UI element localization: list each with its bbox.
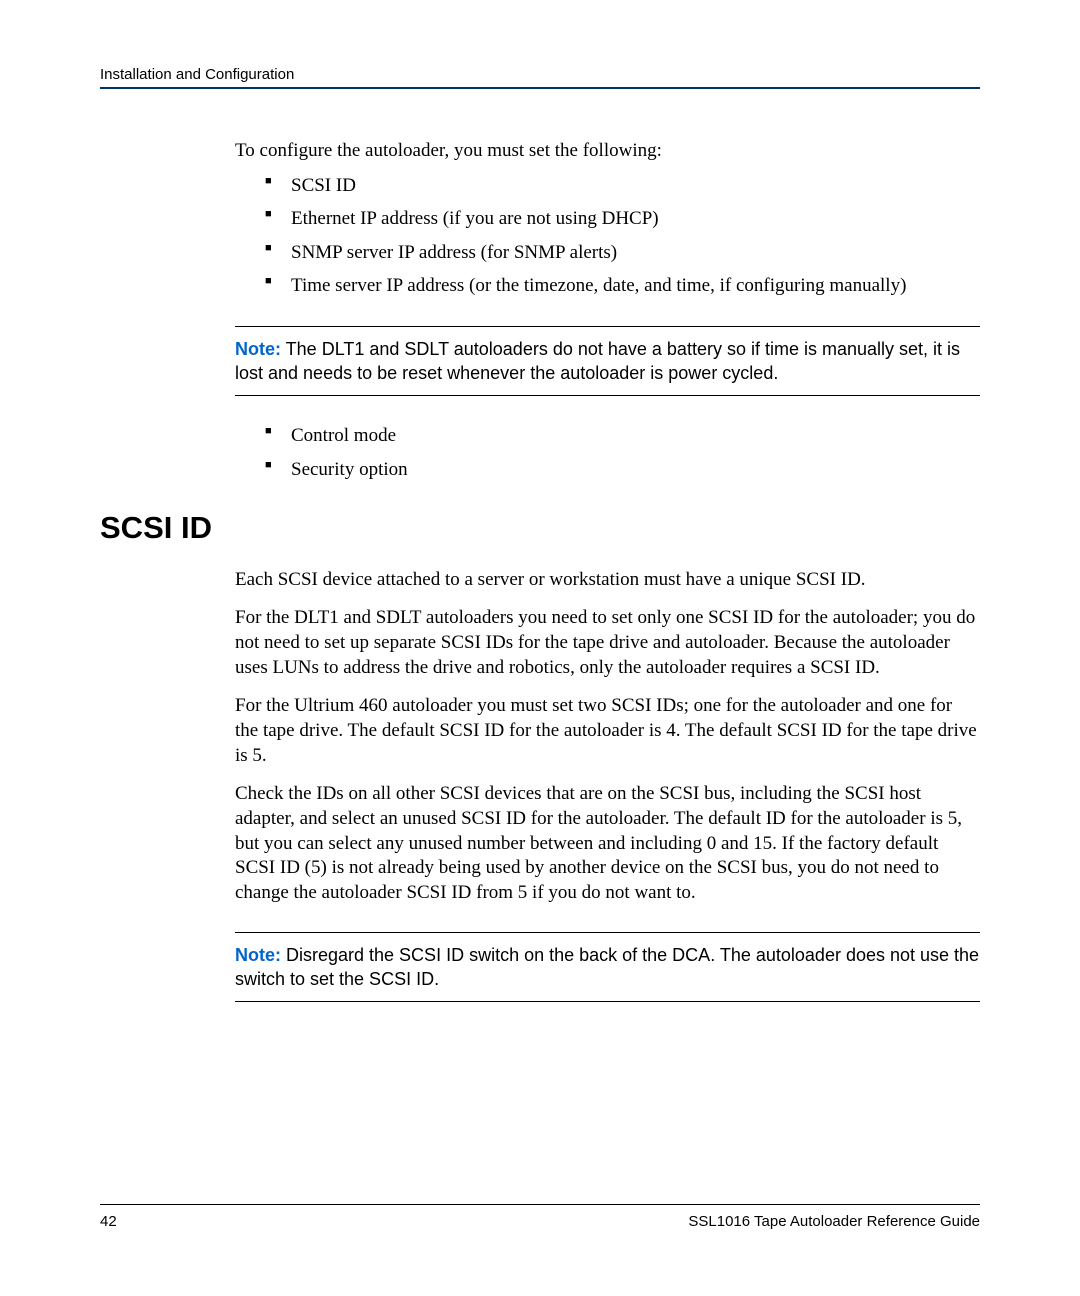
list-item: Ethernet IP address (if you are not usin… <box>265 205 980 233</box>
list-item: SCSI ID <box>265 172 980 200</box>
list-item: Time server IP address (or the timezone,… <box>265 272 980 300</box>
note-label: Note: <box>235 339 281 359</box>
note-rule <box>235 1001 980 1002</box>
intro-lead: To configure the autoloader, you must se… <box>235 139 980 164</box>
list-item: SNMP server IP address (for SNMP alerts) <box>265 239 980 267</box>
note-label: Note: <box>235 945 281 965</box>
note-body: The DLT1 and SDLT autoloaders do not hav… <box>235 339 960 383</box>
paragraph: For the Ultrium 460 autoloader you must … <box>235 694 980 768</box>
config-bullets-a: SCSI ID Ethernet IP address (if you are … <box>235 172 980 300</box>
doc-title: SSL1016 Tape Autoloader Reference Guide <box>688 1213 980 1230</box>
paragraph: For the DLT1 and SDLT autoloaders you ne… <box>235 606 980 680</box>
header-rule <box>100 87 980 89</box>
note-text: Note: Disregard the SCSI ID switch on th… <box>235 933 980 1002</box>
note-block-2: Note: Disregard the SCSI ID switch on th… <box>235 932 980 1003</box>
page-footer: 42 SSL1016 Tape Autoloader Reference Gui… <box>100 1204 980 1230</box>
page-number: 42 <box>100 1213 117 1230</box>
paragraph: Check the IDs on all other SCSI devices … <box>235 782 980 905</box>
paragraph: Each SCSI device attached to a server or… <box>235 568 980 593</box>
note-text: Note: The DLT1 and SDLT autoloaders do n… <box>235 327 980 396</box>
running-header: Installation and Configuration <box>100 66 980 83</box>
footer-rule <box>100 1204 980 1205</box>
section-heading-scsi-id: SCSI ID <box>100 510 980 546</box>
list-item: Security option <box>265 456 980 484</box>
note-block-1: Note: The DLT1 and SDLT autoloaders do n… <box>235 326 980 397</box>
config-bullets-b: Control mode Security option <box>235 422 980 483</box>
note-body: Disregard the SCSI ID switch on the back… <box>235 945 979 989</box>
list-item: Control mode <box>265 422 980 450</box>
note-rule <box>235 395 980 396</box>
